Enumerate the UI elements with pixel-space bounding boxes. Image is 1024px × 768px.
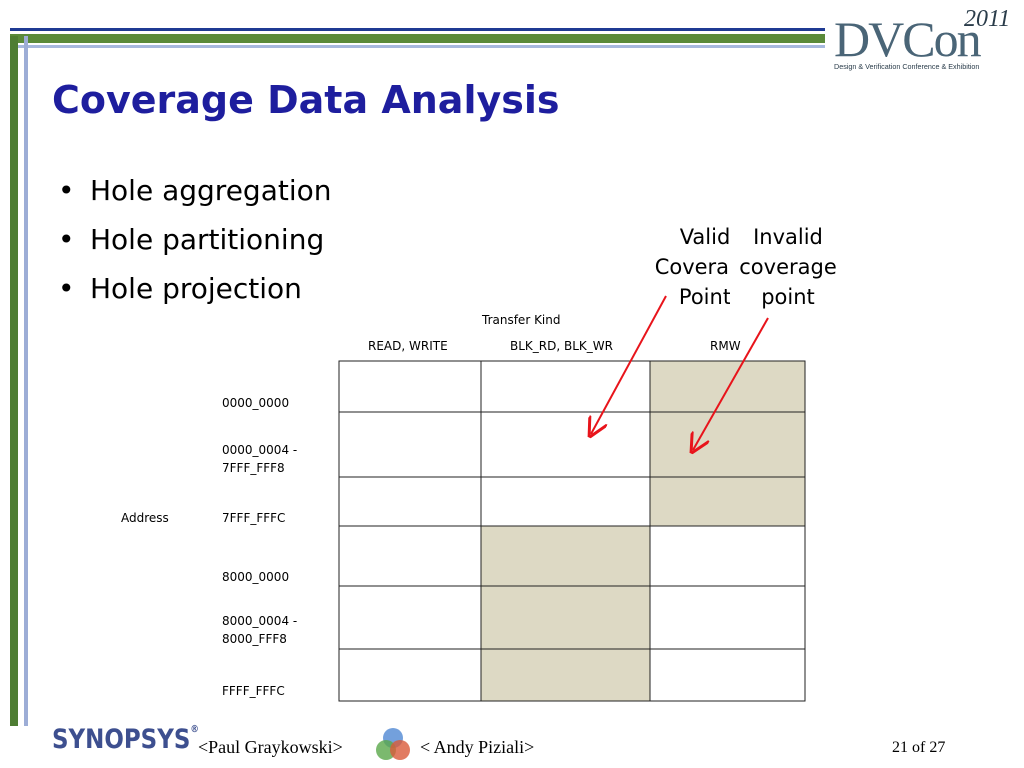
- invalid-cell: [480, 585, 651, 650]
- row-label: 0000_0000: [222, 396, 290, 410]
- valid-cell: [338, 585, 482, 650]
- slide-title: Coverage Data Analysis: [52, 78, 560, 122]
- frame-top-green-bar: [10, 34, 825, 43]
- bullet-dot-icon: •: [58, 272, 75, 305]
- row-label: 8000_0004 -: [222, 614, 298, 628]
- valid-cell: [649, 585, 806, 650]
- invalid-cell: [649, 360, 806, 413]
- bullet-dot-icon: •: [58, 223, 75, 256]
- valid-cell: [338, 360, 482, 413]
- bullet-dot-icon: •: [58, 174, 75, 207]
- invalid-point-arrow: [693, 317, 769, 450]
- page-number: 21 of 27: [892, 739, 946, 756]
- frame-left-green-bar: [10, 36, 18, 726]
- valid-cell: [338, 476, 482, 527]
- bullet-text: Hole aggregation: [90, 174, 332, 207]
- bullet-list: • Hole aggregation • Hole partitioning • Ho…: [58, 170, 332, 317]
- valid-cell: [649, 525, 806, 587]
- bullet-text: Hole projection: [90, 272, 302, 305]
- invalid-cell: [649, 476, 806, 527]
- row-axis-label: Address: [121, 511, 169, 525]
- logo-tagline: Design & Verification Conference & Exhib…: [834, 62, 980, 71]
- venn-circles-icon: [376, 728, 410, 760]
- row-label: 7FFF_FFFC: [222, 511, 286, 525]
- valid-cell: [649, 648, 806, 702]
- dvcon-logo: DVCon 2011 Design & Verification Confere…: [834, 6, 1014, 72]
- bullet-item: • Hole aggregation: [58, 170, 332, 219]
- column-header-read-write: READ, WRITE: [368, 339, 448, 353]
- bullet-item: • Hole partitioning: [58, 219, 332, 268]
- frame-top-light-line: [10, 45, 825, 48]
- invalid-cell: [480, 648, 651, 702]
- valid-cell: [338, 411, 482, 478]
- author-1: <Paul Graykowski>: [198, 737, 343, 757]
- valid-cell: [480, 476, 651, 527]
- invalid-cell: [649, 411, 806, 478]
- column-axis-label: Transfer Kind: [482, 313, 561, 327]
- column-header-rmw: RMW: [710, 339, 741, 353]
- column-header-blk: BLK_RD, BLK_WR: [510, 339, 613, 353]
- bullet-text: Hole partitioning: [90, 223, 325, 256]
- valid-cell: [338, 648, 482, 702]
- valid-cell: [338, 525, 482, 587]
- row-label: 8000_0000: [222, 570, 290, 584]
- row-label-line2: 7FFF_FFF8: [222, 461, 285, 475]
- frame-left-blue-line: [24, 36, 28, 726]
- bullet-item: • Hole projection: [58, 268, 332, 317]
- valid-point-arrow: [591, 295, 667, 434]
- invalid-cell: [480, 525, 651, 587]
- logo-name: DVCon: [834, 11, 982, 67]
- logo-year: 2011: [964, 6, 1011, 32]
- company-name: SYNOPSYS: [52, 724, 191, 755]
- row-label: FFFF_FFFC: [222, 684, 285, 698]
- row-label: 0000_0004 -: [222, 443, 298, 457]
- synopsys-logo: SYNOPSYS®: [52, 724, 199, 755]
- frame-top-blue-line: [10, 28, 825, 31]
- invalid-coverage-callout: Invalid coverage point: [730, 222, 846, 312]
- valid-cell: [480, 360, 651, 413]
- author-2: < Andy Piziali>: [420, 737, 535, 757]
- row-label-line2: 8000_FFF8: [222, 632, 287, 646]
- valid-cell: [480, 411, 651, 478]
